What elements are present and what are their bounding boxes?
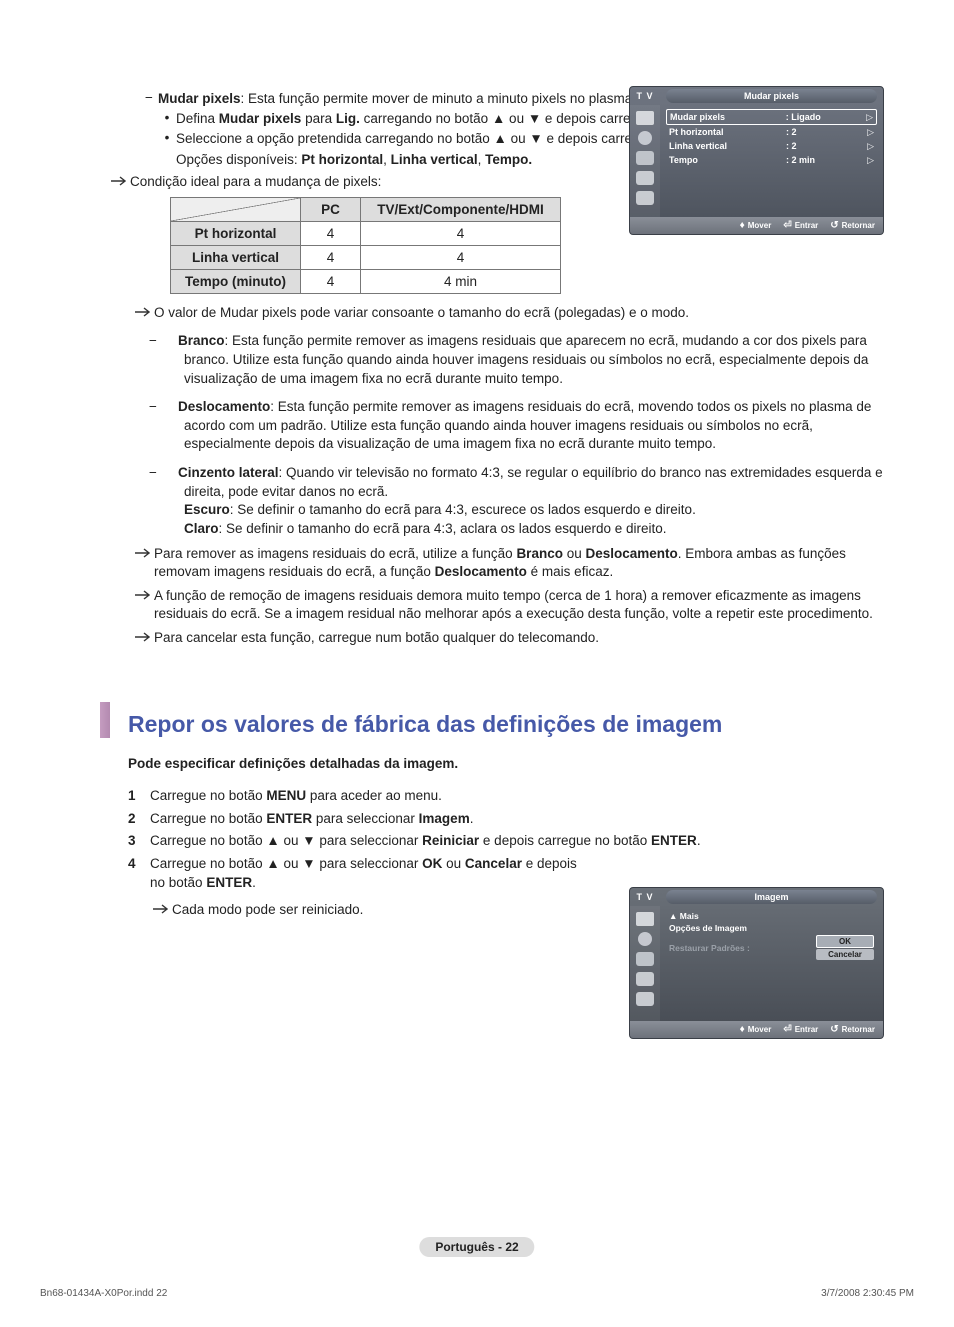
cell: 4 bbox=[301, 246, 361, 270]
note-icon bbox=[134, 306, 154, 319]
page-number: Português - 22 bbox=[419, 1237, 534, 1257]
osd-more[interactable]: ▲ Mais bbox=[666, 910, 877, 922]
cell: 4 bbox=[301, 222, 361, 246]
cell: 4 bbox=[361, 222, 561, 246]
pixel-table: PC TV/Ext/Componente/HDMI Pt horizontal … bbox=[170, 197, 561, 294]
gear-icon bbox=[636, 171, 654, 185]
note-cancel: Para cancelar esta função, carregue num … bbox=[154, 629, 884, 647]
cell: 4 bbox=[361, 246, 561, 270]
osd-sidebar-icons bbox=[630, 906, 660, 1021]
input-icon bbox=[636, 191, 654, 205]
gear-icon bbox=[636, 972, 654, 986]
dash: − bbox=[140, 90, 158, 108]
step-4: Carregue no botão ▲ ou ▼ para selecciona… bbox=[150, 855, 590, 893]
note-icon bbox=[134, 631, 154, 644]
circle-icon bbox=[638, 131, 652, 145]
footer-entrar: ⏎Entrar bbox=[783, 1024, 818, 1035]
ok-button[interactable]: OK bbox=[816, 935, 874, 948]
row-label: Pt horizontal bbox=[171, 222, 301, 246]
menu-icon bbox=[636, 952, 654, 966]
note-icon bbox=[152, 903, 172, 916]
footer-left: Bn68-01434A-X0Por.indd 22 bbox=[40, 1288, 167, 1299]
steps-list: 1Carregue no botão MENU para aceder ao m… bbox=[128, 787, 884, 893]
note-longtime: A função de remoção de imagens residuais… bbox=[154, 587, 884, 623]
osd-imagem: T V Imagem ▲ Mais Opções de Imagem Resta… bbox=[629, 887, 884, 1039]
para-cinzento: −Cinzento lateral: Quando vir televisão … bbox=[156, 464, 884, 539]
osd-title: Mudar pixels bbox=[666, 89, 877, 103]
note-icon bbox=[134, 589, 154, 602]
note-icon bbox=[110, 175, 130, 188]
osd-row-linha[interactable]: Linha vertical: 2▷ bbox=[666, 139, 877, 153]
osd-title: Imagem bbox=[666, 890, 877, 904]
footer-entrar: ⏎Entrar bbox=[783, 220, 818, 231]
footer-mover: ♦Mover bbox=[740, 1024, 772, 1035]
heading-text: Repor os valores de fábrica das definiçõ… bbox=[128, 711, 722, 738]
osd-row-tempo[interactable]: Tempo: 2 min▷ bbox=[666, 153, 877, 167]
osd-list: Mudar pixels: Ligado▷ Pt horizontal: 2▷ … bbox=[660, 105, 883, 217]
cancel-button[interactable]: Cancelar bbox=[816, 949, 874, 960]
footer-retornar: ↺Retornar bbox=[830, 1024, 875, 1035]
note-icon bbox=[134, 547, 154, 560]
circle-icon bbox=[638, 932, 652, 946]
footer-retornar: ↺Retornar bbox=[830, 220, 875, 231]
step-1: Carregue no botão MENU para aceder ao me… bbox=[150, 787, 884, 806]
bullet: • bbox=[158, 110, 176, 128]
footer-right: 3/7/2008 2:30:45 PM bbox=[821, 1288, 914, 1299]
step-3: Carregue no botão ▲ ou ▼ para selecciona… bbox=[150, 832, 884, 851]
osd-row-mudar[interactable]: Mudar pixels: Ligado▷ bbox=[666, 109, 877, 125]
osd-mudar-pixels: T V Mudar pixels Mudar pixels: Ligado▷ P… bbox=[629, 86, 884, 235]
note-remove: Para remover as imagens residuais do ecr… bbox=[154, 545, 884, 581]
osd-footer: ♦Mover ⏎Entrar ↺Retornar bbox=[630, 1021, 883, 1038]
note-size: O valor de Mudar pixels pode variar cons… bbox=[154, 304, 884, 322]
bullet: • bbox=[158, 130, 176, 148]
tv-icon bbox=[636, 111, 654, 125]
osd-tv-label: T V bbox=[630, 892, 660, 902]
section-heading: Repor os valores de fábrica das definiçõ… bbox=[100, 702, 884, 738]
sub-heading: Pode especificar definições detalhadas d… bbox=[128, 756, 884, 771]
cell: 4 bbox=[301, 270, 361, 294]
tv-icon bbox=[636, 912, 654, 926]
para-desloc: −Deslocamento: Esta função permite remov… bbox=[156, 398, 884, 454]
osd-footer: ♦Mover ⏎Entrar ↺Retornar bbox=[630, 217, 883, 234]
osd-tv-label: T V bbox=[630, 91, 660, 101]
footer-mover: ♦Mover bbox=[740, 220, 772, 231]
osd-sidebar-icons bbox=[630, 105, 660, 217]
input-icon bbox=[636, 992, 654, 1006]
row-label: Tempo (minuto) bbox=[171, 270, 301, 294]
osd-opcoes[interactable]: Opções de Imagem bbox=[666, 922, 877, 934]
col-ext: TV/Ext/Componente/HDMI bbox=[361, 198, 561, 222]
step-2: Carregue no botão ENTER para seleccionar… bbox=[150, 810, 884, 829]
cell: 4 min bbox=[361, 270, 561, 294]
heading-bar bbox=[100, 702, 110, 738]
para-branco: −Branco: Esta função permite remover as … bbox=[156, 332, 884, 388]
col-pc: PC bbox=[301, 198, 361, 222]
row-label: Linha vertical bbox=[171, 246, 301, 270]
osd-row-pt[interactable]: Pt horizontal: 2▷ bbox=[666, 125, 877, 139]
osd-restore[interactable]: Restaurar Padrões : OK Cancelar bbox=[666, 934, 877, 961]
menu-icon bbox=[636, 151, 654, 165]
